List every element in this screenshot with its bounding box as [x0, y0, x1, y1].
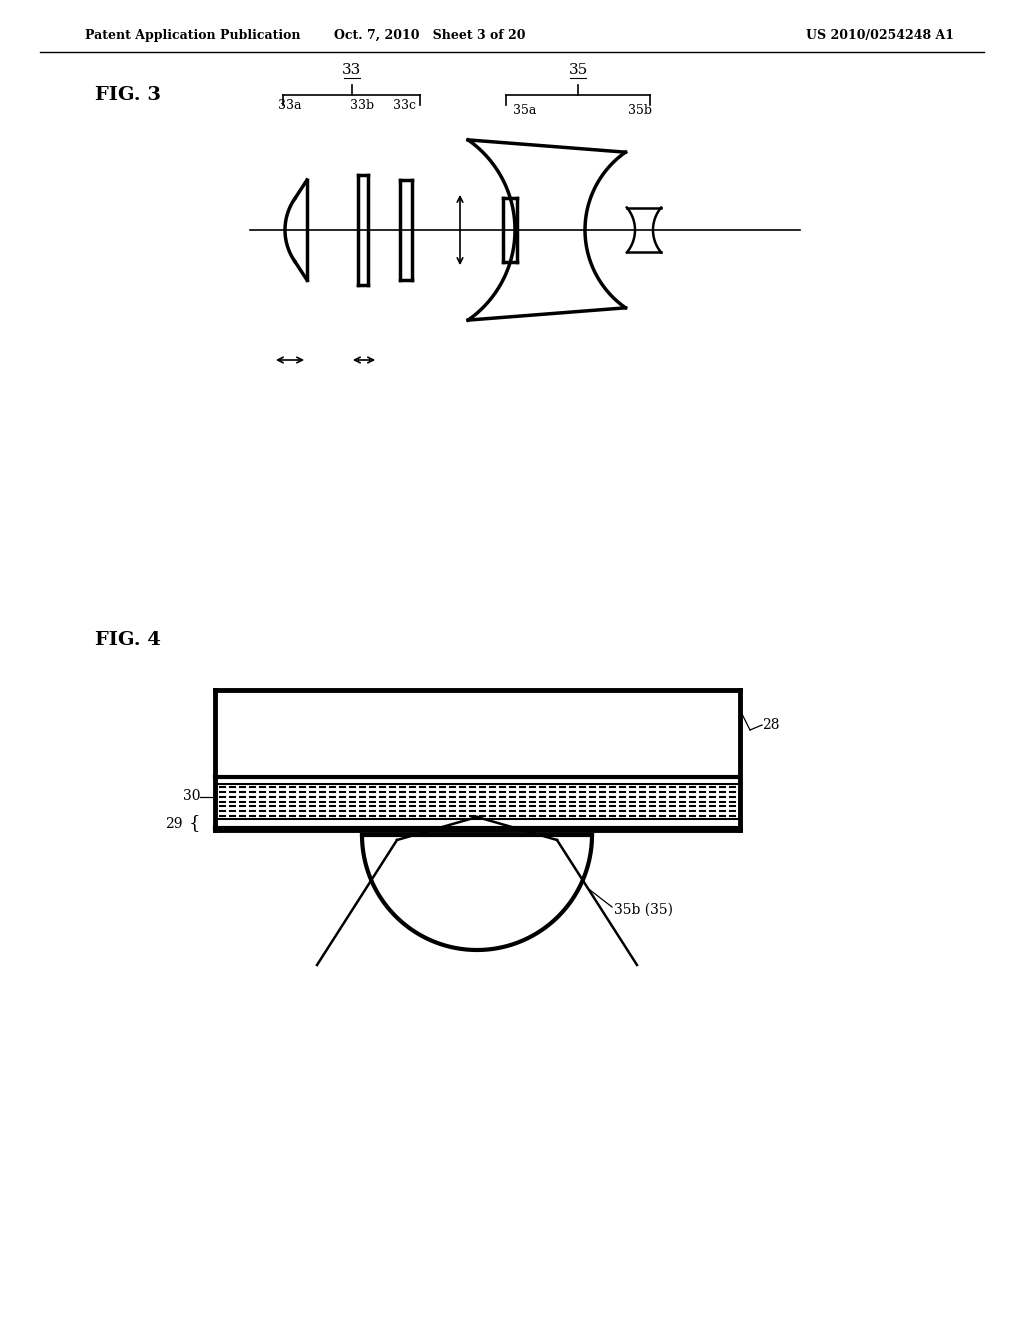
- Text: {: {: [188, 814, 200, 833]
- Text: 35b: 35b: [628, 104, 652, 117]
- Text: 35b (35): 35b (35): [614, 903, 673, 917]
- Text: 33: 33: [342, 63, 361, 77]
- Text: Oct. 7, 2010   Sheet 3 of 20: Oct. 7, 2010 Sheet 3 of 20: [334, 29, 525, 41]
- Text: 29: 29: [166, 817, 183, 830]
- Text: US 2010/0254248 A1: US 2010/0254248 A1: [806, 29, 954, 41]
- Text: FIG. 4: FIG. 4: [95, 631, 161, 649]
- Text: 30: 30: [182, 789, 200, 804]
- Text: Patent Application Publication: Patent Application Publication: [85, 29, 300, 41]
- Text: 28: 28: [762, 718, 779, 733]
- Text: 33a: 33a: [279, 99, 302, 112]
- Text: 35: 35: [568, 63, 588, 77]
- Text: 33b: 33b: [350, 99, 374, 112]
- Text: FIG. 3: FIG. 3: [95, 86, 161, 104]
- Text: 33c: 33c: [392, 99, 416, 112]
- Text: 35a: 35a: [513, 104, 537, 117]
